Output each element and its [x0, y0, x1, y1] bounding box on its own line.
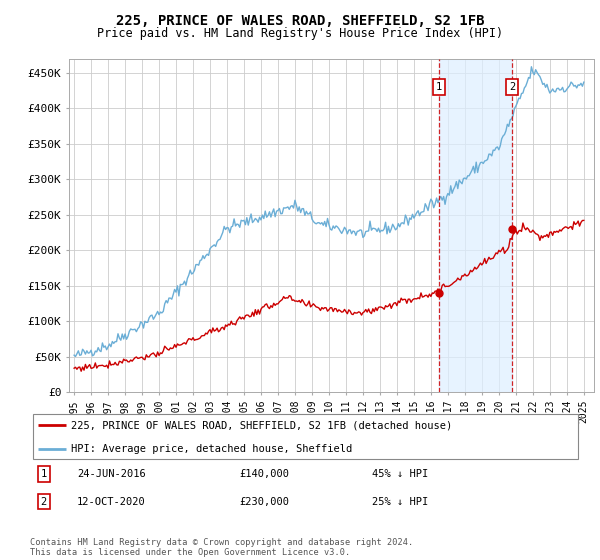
Text: Contains HM Land Registry data © Crown copyright and database right 2024.
This d: Contains HM Land Registry data © Crown c… [30, 538, 413, 557]
Text: 2: 2 [509, 82, 515, 92]
Bar [439, 59, 512, 392]
Text: 45% ↓ HPI: 45% ↓ HPI [372, 469, 428, 479]
Text: 12-OCT-2020: 12-OCT-2020 [77, 497, 146, 507]
Text: 2: 2 [41, 497, 47, 507]
Text: 1: 1 [41, 469, 47, 479]
Text: HPI: Average price, detached house, Sheffield: HPI: Average price, detached house, Shef… [71, 445, 353, 454]
Text: 1: 1 [436, 82, 442, 92]
Text: 225, PRINCE OF WALES ROAD, SHEFFIELD, S2 1FB (detached house): 225, PRINCE OF WALES ROAD, SHEFFIELD, S2… [71, 420, 452, 430]
Text: 25% ↓ HPI: 25% ↓ HPI [372, 497, 428, 507]
Text: £230,000: £230,000 [240, 497, 290, 507]
Text: 225, PRINCE OF WALES ROAD, SHEFFIELD, S2 1FB: 225, PRINCE OF WALES ROAD, SHEFFIELD, S2… [116, 14, 484, 28]
Text: £140,000: £140,000 [240, 469, 290, 479]
Text: 24-JUN-2016: 24-JUN-2016 [77, 469, 146, 479]
FancyBboxPatch shape [33, 414, 578, 459]
Text: Price paid vs. HM Land Registry's House Price Index (HPI): Price paid vs. HM Land Registry's House … [97, 27, 503, 40]
